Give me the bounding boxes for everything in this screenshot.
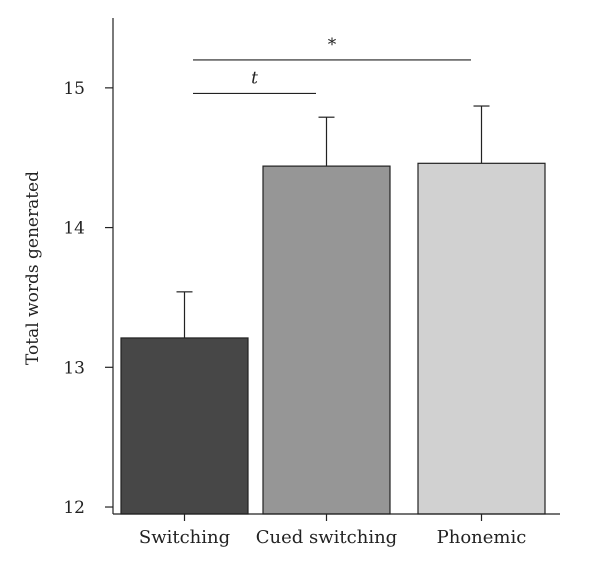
y-axis-title: Total words generated bbox=[23, 171, 43, 365]
bar-cued-switching bbox=[262, 165, 391, 515]
x-labels: Switching Cued switching Phonemic bbox=[139, 514, 526, 548]
significance-brackets: t* bbox=[193, 35, 471, 95]
y-tick-label: 12 bbox=[63, 498, 85, 518]
significance-label: t bbox=[251, 68, 258, 88]
significance-label: * bbox=[328, 35, 337, 55]
y-ticks: 12 13 14 15 bbox=[63, 79, 113, 518]
bar-phonemic bbox=[417, 162, 546, 515]
bar-switching bbox=[120, 337, 249, 515]
chart-marks bbox=[120, 105, 546, 515]
x-tick-label: Phonemic bbox=[437, 527, 527, 548]
y-tick-label: 14 bbox=[63, 219, 85, 239]
x-tick-label: Cued switching bbox=[256, 527, 397, 548]
x-tick-label: Switching bbox=[139, 527, 230, 548]
y-tick-label: 15 bbox=[63, 79, 85, 99]
y-tick-label: 13 bbox=[63, 358, 85, 378]
